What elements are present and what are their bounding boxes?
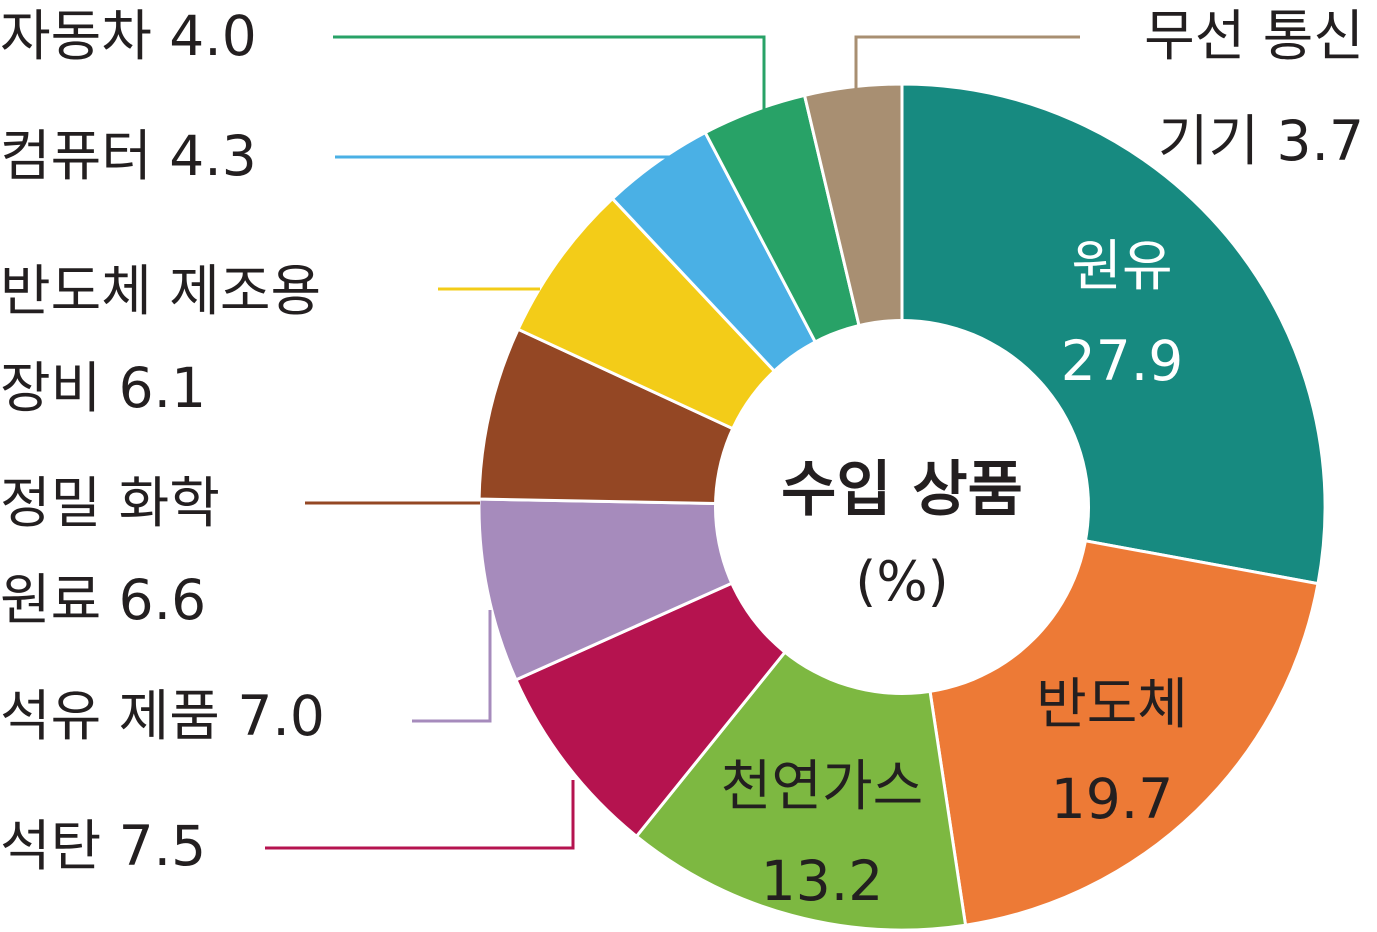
leader-lines (265, 35, 1080, 850)
leader-line (265, 780, 575, 850)
slice-label-line: 장비 6.1 (0, 356, 206, 420)
slice-label-line: 13.2 (761, 849, 883, 913)
slice-label-line: 무선 통신 (1144, 4, 1364, 68)
slice-label: 반도체 19.7 (1036, 672, 1188, 831)
chart-unit: (%) (855, 550, 948, 613)
slice-label-line: 원유 (1071, 234, 1172, 298)
chart-labels: 원유 27.9 반도체 19.7 천연가스 13.2 석탄 7.5 석유 제품 7.0 정밀 화… (0, 4, 1364, 913)
slice-label: 자동차 4.0 (0, 4, 257, 68)
leader-line (333, 35, 766, 110)
slice-label-line: 원료 6.6 (0, 568, 206, 632)
slice-label: 석유 제품 7.0 (0, 684, 325, 748)
slice-label-line: 반도체 (1036, 672, 1188, 736)
slice-label-line: 반도체 제조용 (0, 259, 321, 323)
slice-label-line: 석탄 7.5 (0, 814, 206, 878)
slice-label: 석탄 7.5 (0, 814, 206, 878)
slice-label: 원유 27.9 (1061, 234, 1183, 393)
donut-hole (714, 319, 1090, 695)
leader-line (854, 35, 1080, 95)
slice-label-line: 석유 제품 7.0 (0, 684, 325, 748)
slice-label: 컴퓨터 4.3 (0, 124, 257, 188)
chart-title: 수입 상품 (781, 455, 1023, 525)
slice-label: 천연가스 13.2 (721, 754, 923, 913)
leader-line (412, 610, 492, 723)
slice-label-line: 정밀 화학 (0, 471, 220, 535)
slice-label-line: 컴퓨터 4.3 (0, 124, 257, 188)
slice-label-line: 27.9 (1061, 329, 1183, 393)
slice-label-line: 기기 3.7 (1158, 109, 1364, 173)
slice-label-line: 19.7 (1051, 767, 1173, 831)
slice-label-line: 천연가스 (721, 754, 923, 818)
slice-label-line: 자동차 4.0 (0, 4, 257, 68)
